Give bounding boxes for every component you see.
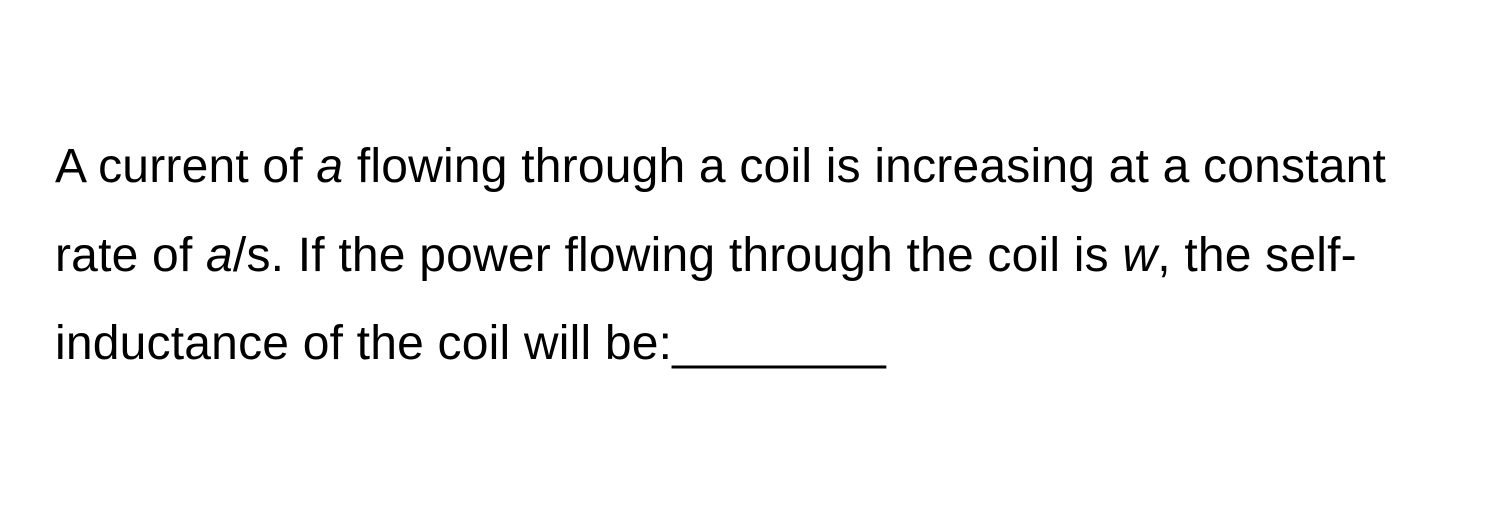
variable-a-2: a xyxy=(206,229,233,282)
answer-blank: ________ xyxy=(672,317,886,370)
variable-a-1: a xyxy=(316,140,343,193)
question-text-part1: A current of xyxy=(55,140,316,193)
variable-w: w xyxy=(1122,229,1157,282)
question-text-part3: /s. If the power flowing through the coi… xyxy=(233,229,1122,282)
physics-question: A current of a flowing through a coil is… xyxy=(55,123,1445,389)
